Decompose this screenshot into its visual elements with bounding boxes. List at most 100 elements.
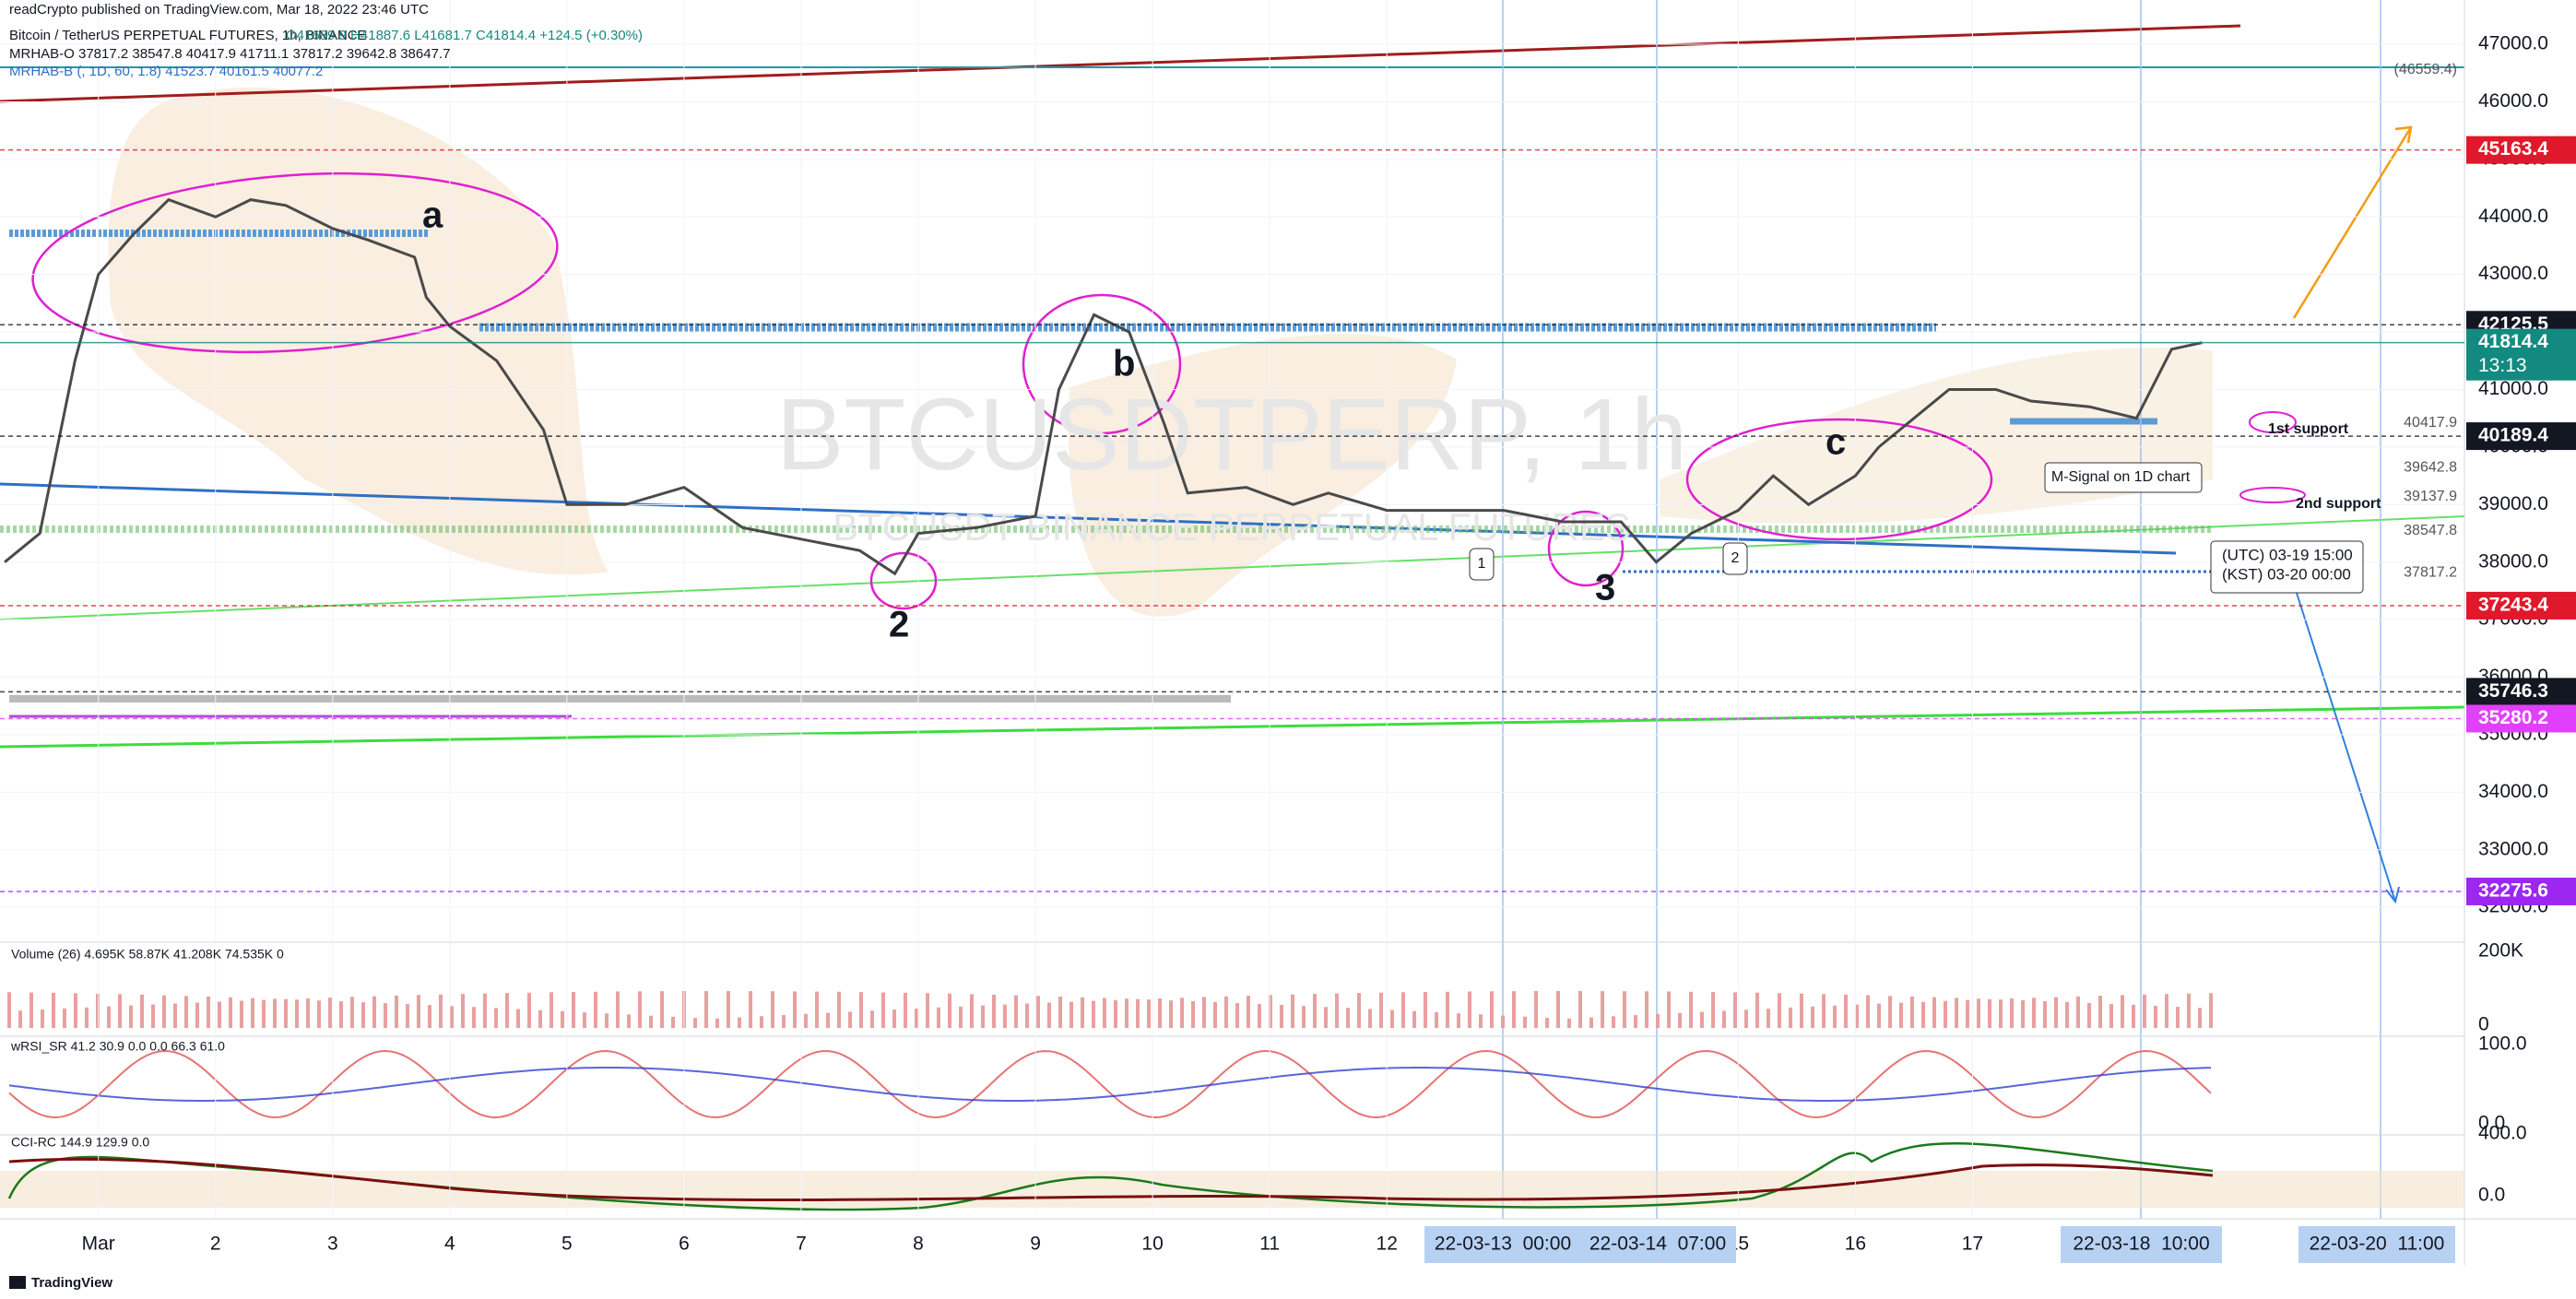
level-label: 40417.9: [2404, 415, 2457, 431]
x-tick-label: 10: [1141, 1234, 1163, 1255]
annotation: 2: [1731, 550, 1740, 566]
x-tick-label: 16: [1845, 1234, 1866, 1255]
annotation: 3: [1595, 568, 1615, 608]
annotation: 2: [889, 605, 909, 645]
price-label-bg: [2466, 591, 2576, 620]
watermark-sub: BTCUSDT BINANCE PERPETUAL FUTURES: [833, 505, 1631, 549]
date-marker-bg: [1579, 1226, 1736, 1263]
price-label: 45163.4: [2478, 138, 2548, 159]
price-label: 32275.6: [2478, 880, 2548, 902]
cci-band: [0, 1171, 2464, 1208]
pane-label: wRSI_SR 41.2 30.9 0.0 0.0 66.3 61.0: [10, 1039, 225, 1054]
y-tick-label: 41000.0: [2478, 378, 2548, 399]
y-tick-label: 39000.0: [2478, 493, 2548, 514]
rsi-line: [8, 1049, 2212, 1119]
trend-line: [0, 482, 2177, 555]
level-label: 38547.8: [2404, 523, 2457, 538]
x-tick-label: 17: [1962, 1234, 1983, 1255]
countdown: 13:13: [2478, 355, 2527, 376]
annotation: 1st support: [2268, 421, 2349, 437]
footer-logo: [9, 1276, 26, 1289]
price-label: 35280.2: [2478, 707, 2548, 728]
date-marker-bg: [2298, 1226, 2455, 1263]
highlight-ellipse: [1685, 418, 1993, 541]
x-tick-label: 2: [210, 1234, 221, 1255]
pane-tick: 400.0: [2478, 1123, 2527, 1144]
date-marker: 22-03-18 10:00: [2073, 1234, 2209, 1255]
level-label: 39642.8: [2404, 459, 2457, 475]
pane-tick: 0.0: [2478, 1113, 2505, 1134]
date-marker-bg: [2061, 1226, 2222, 1263]
header-publisher: readCrypto published on TradingView.com,…: [9, 2, 429, 18]
highlight-ellipse: [31, 171, 559, 354]
highlight-ellipse: [1547, 510, 1625, 587]
date-marker-bg: [1424, 1226, 1581, 1263]
pane-tick: 200K: [2478, 940, 2523, 962]
annotation-tag: [1722, 542, 1748, 575]
date-marker: 22-03-14 07:00: [1589, 1234, 1726, 1255]
date-marker: 22-03-13 00:00: [1435, 1234, 1571, 1255]
pane-label: Volume (26) 4.695K 58.87K 41.208K 74.535…: [11, 947, 284, 962]
level-label: 39137.9: [2404, 489, 2457, 504]
y-tick-label: 33000.0: [2478, 838, 2548, 859]
volume-bars: [7, 991, 2213, 1028]
price-label-bg: [2466, 704, 2576, 733]
price-label: 35746.3: [2478, 680, 2548, 702]
x-tick-label: 3: [327, 1234, 338, 1255]
annotation-tag: [1469, 548, 1495, 581]
annotation-box: [2044, 462, 2203, 493]
pane-tick: 100.0: [2478, 1033, 2527, 1055]
x-tick-label: 12: [1377, 1234, 1398, 1255]
x-tick-label: 5: [561, 1234, 573, 1255]
price-label-bg: [2466, 678, 2576, 706]
price-label: 37243.4: [2478, 594, 2548, 615]
highlight-ellipse: [2249, 411, 2297, 433]
header-ind2: MRHAB-B (, 1D, 60, 1.8) 41523.7 40161.5 …: [9, 64, 323, 79]
price-label-bg: [2466, 136, 2576, 164]
cci-signal: [8, 1157, 2214, 1202]
highlight-ellipse: [1022, 293, 1182, 435]
y-tick-label: 46000.0: [2478, 90, 2548, 112]
pane-label: CCI-RC 144.9 129.9 0.0: [11, 1135, 149, 1150]
price-label-bg: [2466, 422, 2576, 451]
x-tick-label: 11: [1259, 1234, 1280, 1255]
date-marker: 22-03-20 11:00: [2310, 1234, 2445, 1255]
x-tick-label: 9: [1030, 1234, 1041, 1255]
annotation: b: [1113, 344, 1135, 384]
trend-line: [0, 515, 2465, 620]
annotation: (KST) 03-20 00:00: [2222, 565, 2351, 583]
x-tick-label: Mar: [82, 1234, 115, 1255]
decorations: [0, 0, 2576, 1265]
level-label: (46559.4): [2394, 62, 2458, 77]
trend-line: [0, 705, 2465, 749]
highlight-ellipse: [2239, 487, 2306, 503]
annotation: (UTC) 03-19 15:00: [2222, 546, 2353, 563]
footer: TradingView: [31, 1275, 112, 1291]
y-tick-label: 38000.0: [2478, 550, 2548, 572]
price-label-bg: [2466, 328, 2576, 381]
watermark: BTCUSDTPERP, 1h: [776, 378, 1687, 491]
annotation: 2nd support: [2296, 496, 2381, 512]
x-tick-label: 8: [913, 1234, 924, 1255]
annotation: M-Signal on 1D chart: [2051, 469, 2191, 485]
y-tick-label: 34000.0: [2478, 781, 2548, 802]
y-tick-label: 47000.0: [2478, 33, 2548, 54]
price-line: [4, 197, 2203, 576]
annotation: c: [1826, 422, 1846, 463]
annotation-box: [2210, 540, 2364, 594]
price-label: 40189.4: [2478, 425, 2548, 446]
x-tick-label: 4: [444, 1234, 455, 1255]
header-ind1: MRHAB-O 37817.2 38547.8 40417.9 41711.1 …: [9, 46, 450, 62]
arrow-head: [2385, 886, 2400, 904]
pane-tick: 0.0: [2478, 1185, 2505, 1206]
level-label: 37817.2: [2404, 564, 2457, 580]
y-tick-label: 43000.0: [2478, 263, 2548, 284]
annotation: a: [422, 195, 443, 236]
price-label-bg: [2466, 877, 2576, 905]
header-symbol: Bitcoin / TetherUS PERPETUAL FUTURES, 1h…: [9, 28, 367, 43]
header-ohlc: O41689.9 H41887.6 L41681.7 C41814.4 +124…: [286, 28, 643, 43]
y-tick-label: 44000.0: [2478, 206, 2548, 227]
trend-line: [0, 24, 2241, 103]
pane-tick: 0: [2478, 1014, 2489, 1035]
